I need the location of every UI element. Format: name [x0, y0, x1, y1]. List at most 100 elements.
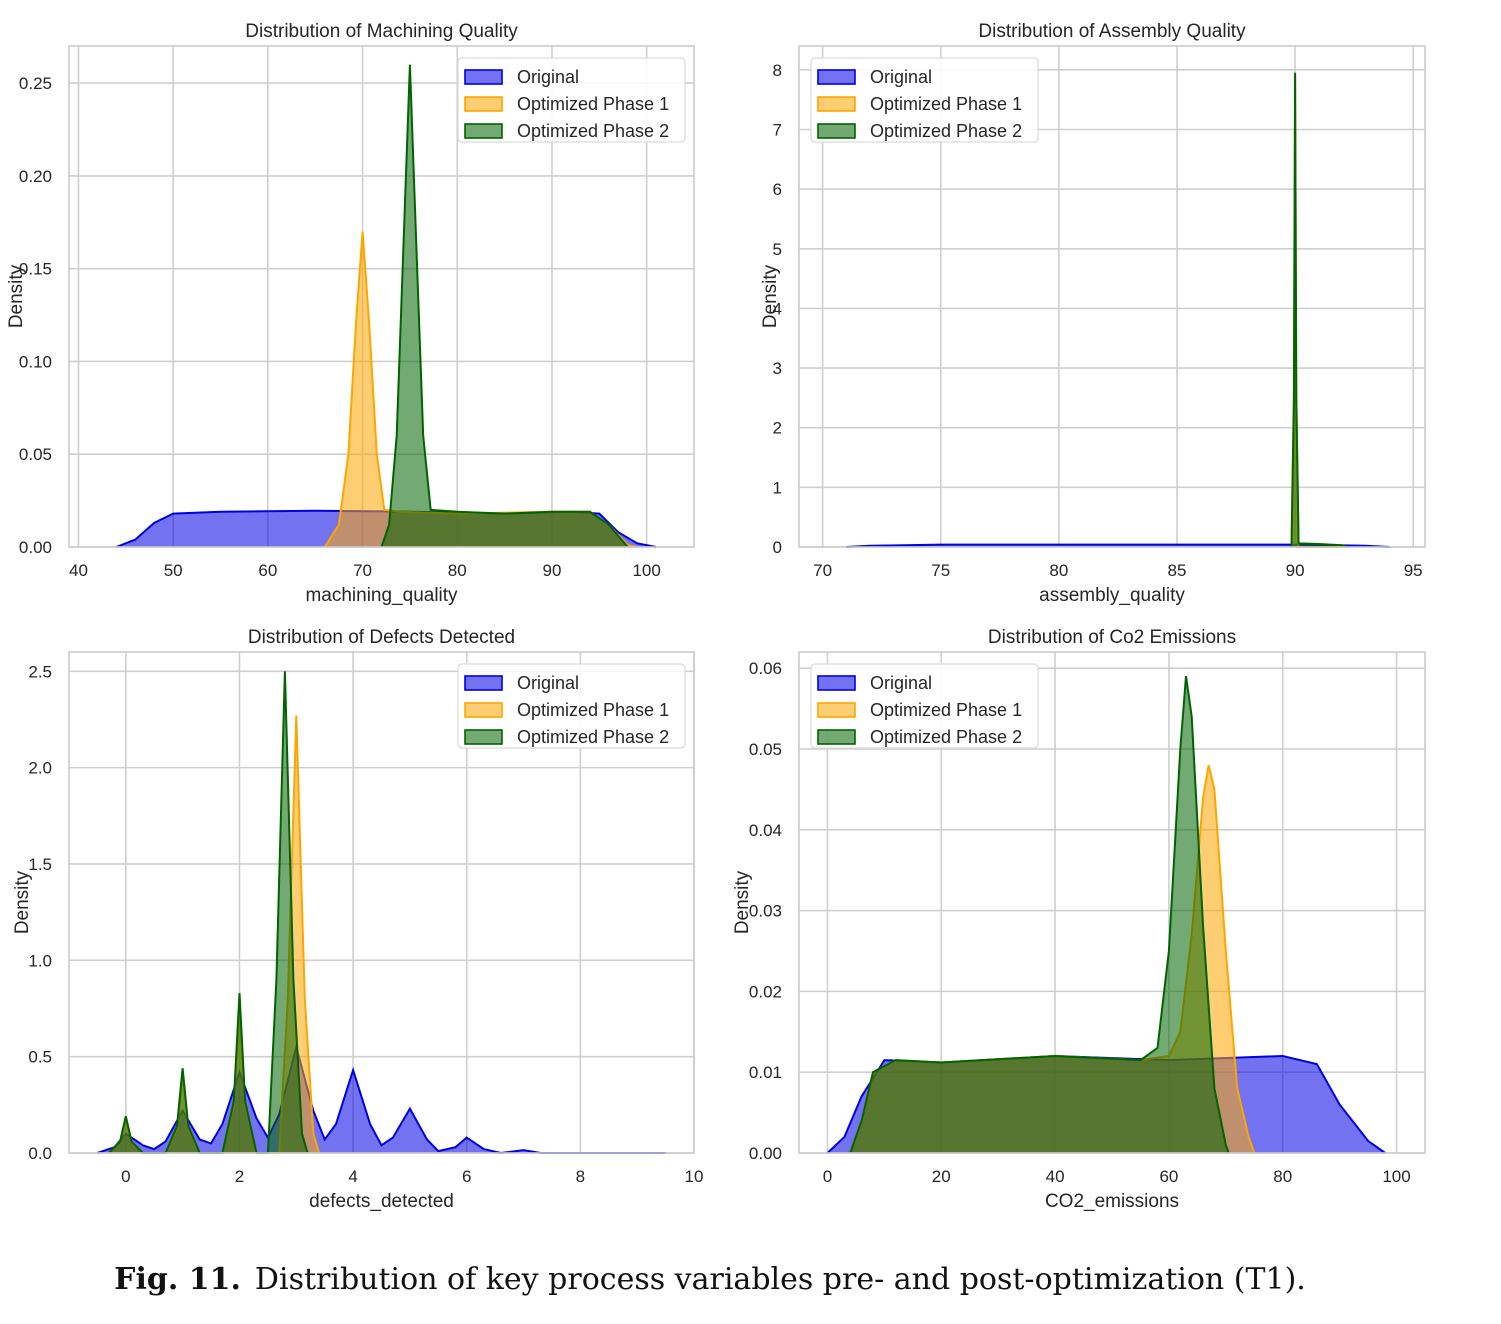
legend-box	[810, 57, 1039, 143]
y-tick-label: 1.0	[28, 951, 52, 970]
legend: Original Optimized Phase 1 Optimized Phase…	[457, 663, 686, 749]
legend-swatch-phase1	[817, 702, 856, 718]
x-tick-label: 50	[164, 561, 183, 580]
x-tick-label: 80	[1049, 561, 1068, 580]
y-tick-label: 0.20	[19, 167, 52, 186]
chart-title: Distribution of Machining Quality	[245, 21, 518, 42]
plot-frame	[68, 45, 695, 548]
y-tick-label: 0.10	[19, 352, 52, 371]
x-tick-label: 90	[542, 561, 561, 580]
legend-swatch-phase1	[464, 96, 503, 112]
y-tick-label: 0.5	[28, 1048, 52, 1067]
legend-label-phase2: Optimized Phase 2	[870, 727, 1022, 747]
x-tick-label: 60	[258, 561, 277, 580]
x-tick-label: 40	[69, 561, 88, 580]
y-tick-label: 6	[773, 180, 782, 199]
legend-label-phase2: Optimized Phase 2	[870, 121, 1022, 141]
legend-swatch-original	[464, 69, 503, 85]
legend-label-original: Original	[517, 673, 579, 693]
legend-swatch-phase2	[464, 123, 503, 139]
legend-label-original: Original	[517, 67, 579, 87]
series-line-phase2	[380, 64, 629, 548]
series-area-phase2	[108, 671, 308, 1153]
y-tick-label: 0.0	[28, 1144, 52, 1163]
legend-swatch-original	[817, 675, 856, 691]
y-tick-label: 5	[773, 240, 782, 259]
y-tick-label: 3	[773, 359, 782, 378]
x-tick-label: 95	[1404, 561, 1423, 580]
x-tick-label: 70	[813, 561, 832, 580]
legend-swatch-original	[464, 675, 503, 691]
y-tick-label: 0.04	[749, 821, 782, 840]
y-tick-label: 0.00	[749, 1144, 782, 1163]
legend-label-phase1: Optimized Phase 1	[870, 94, 1022, 114]
legend-label-original: Original	[870, 67, 932, 87]
legend-label-phase2: Optimized Phase 2	[517, 121, 669, 141]
caption-text: Distribution of key process variables pr…	[254, 1262, 1306, 1297]
x-tick-label: 20	[932, 1167, 951, 1186]
chart-panel-1: 40 50 60 70 80 90 100 0.00 0.05 0.10 0.15 0.20 0.25 D…	[6, 21, 695, 606]
y-tick-label: 0.02	[749, 982, 782, 1001]
y-axis-label: Density	[6, 264, 27, 328]
series-line-original	[97, 1043, 666, 1155]
x-tick-label: 0	[121, 1167, 130, 1186]
series-area-phase2	[381, 64, 628, 547]
chart-panel-2: 70 75 80 85 90 95 0 1 2 3 4 5 6 7 8 Distribution of Ass…	[760, 21, 1426, 606]
y-tick-label: 0.15	[19, 260, 52, 279]
legend-box	[457, 57, 686, 143]
x-tick-label: 85	[1168, 561, 1187, 580]
x-tick-label: 75	[931, 561, 950, 580]
x-axis-label: machining_quality	[305, 585, 458, 606]
y-axis-label: Density	[760, 264, 781, 328]
series-line-phase2	[1290, 72, 1348, 548]
y-axis-label: Density	[12, 870, 33, 934]
chart-title: Distribution of Co2 Emissions	[988, 627, 1236, 648]
y-tick-label: 1.5	[28, 855, 52, 874]
legend-swatch-phase2	[817, 729, 856, 745]
plot-frame	[68, 651, 695, 1154]
legend-label-phase1: Optimized Phase 1	[870, 700, 1022, 720]
x-tick-label: 10	[685, 1167, 704, 1186]
legend-swatch-phase2	[817, 123, 856, 139]
legend-label-phase1: Optimized Phase 1	[517, 94, 669, 114]
x-tick-label: 60	[1159, 1167, 1178, 1186]
y-tick-label: 0	[773, 538, 782, 557]
x-tick-label: 40	[1046, 1167, 1065, 1186]
y-tick-label: 7	[773, 121, 782, 140]
legend-label-phase2: Optimized Phase 2	[517, 727, 669, 747]
y-tick-label: 0.00	[19, 538, 52, 557]
legend-swatch-phase2	[464, 729, 503, 745]
legend-swatch-original	[817, 69, 856, 85]
legend-label-phase1: Optimized Phase 1	[517, 700, 669, 720]
caption-label: Fig. 11.	[114, 1262, 241, 1297]
legend-label-original: Original	[870, 673, 932, 693]
chart-title: Distribution of Assembly Quality	[978, 21, 1246, 42]
x-tick-label: 4	[348, 1167, 357, 1186]
y-tick-label: 0.05	[19, 445, 52, 464]
plot-frame	[798, 651, 1426, 1154]
y-tick-label: 0.25	[19, 74, 52, 93]
legend: Original Optimized Phase 1 Optimized Phase…	[810, 57, 1039, 143]
x-axis-label: CO2_emissions	[1045, 1191, 1179, 1212]
y-tick-label: 0.06	[749, 659, 782, 678]
x-tick-label: 100	[1382, 1167, 1410, 1186]
x-tick-label: 90	[1286, 561, 1305, 580]
legend-box	[457, 663, 686, 749]
y-tick-label: 0.03	[749, 902, 782, 921]
y-tick-label: 1	[773, 478, 782, 497]
figure-caption: Fig. 11. Distribution of key process vari…	[0, 1262, 1420, 1297]
chart-panel-4: 0 20 40 60 80 100 0.00 0.01 0.02 0.03 0.04 0.05 0.06…	[732, 627, 1426, 1212]
legend: Original Optimized Phase 1 Optimized Phase…	[457, 57, 686, 143]
x-tick-label: 80	[448, 561, 467, 580]
chart-panel-3: 0 2 4 6 8 10 0.0 0.5 1.0 1.5 2.0 2.5 Distribution of…	[12, 627, 703, 1212]
y-tick-label: 0.01	[749, 1063, 782, 1082]
x-tick-label: 0	[823, 1167, 832, 1186]
y-tick-label: 2.5	[28, 662, 52, 681]
y-tick-label: 4	[773, 299, 782, 318]
y-tick-label: 8	[773, 61, 782, 80]
y-axis-label: Density	[732, 870, 753, 934]
chart-title: Distribution of Defects Detected	[248, 627, 515, 648]
x-axis-label: assembly_quality	[1039, 585, 1185, 606]
legend-swatch-phase1	[817, 96, 856, 112]
